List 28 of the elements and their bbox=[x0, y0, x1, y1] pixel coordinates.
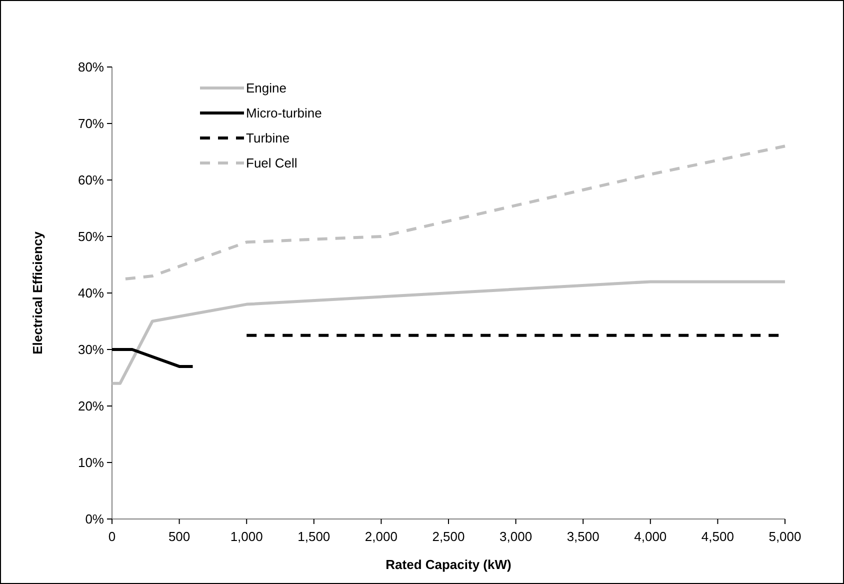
y-tick-label: 30% bbox=[78, 342, 104, 358]
legend-label: Micro-turbine bbox=[246, 106, 322, 121]
x-tick-label: 0 bbox=[108, 529, 116, 544]
legend-label: Turbine bbox=[246, 130, 290, 146]
y-tick-label: 50% bbox=[78, 229, 104, 244]
x-tick-label: 3,000 bbox=[500, 529, 532, 544]
x-tick-label: 1,500 bbox=[298, 529, 330, 544]
y-tick-label: 20% bbox=[78, 398, 104, 414]
y-tick-label: 10% bbox=[78, 455, 104, 470]
x-tick-label: 5,000 bbox=[768, 529, 802, 544]
legend-label: Fuel Cell bbox=[246, 156, 298, 171]
y-tick-label: 40% bbox=[78, 286, 104, 301]
y-tick-label: 60% bbox=[78, 172, 104, 188]
x-tick-label: 3,500 bbox=[566, 529, 600, 544]
x-tick-label: 500 bbox=[168, 529, 190, 544]
x-tick-label: 2,500 bbox=[432, 529, 465, 544]
line-series bbox=[124, 144, 786, 280]
x-tick-label: 1,000 bbox=[230, 529, 263, 544]
x-axis-title: Rated Capacity (kW) bbox=[386, 557, 512, 572]
x-tick-label: 4,500 bbox=[701, 529, 734, 544]
x-tick-label: 4,000 bbox=[634, 529, 667, 544]
legend-label: Engine bbox=[246, 80, 286, 96]
y-tick-label: 0% bbox=[85, 512, 104, 527]
y-tick-label: 70% bbox=[78, 116, 104, 132]
y-axis-title: Electrical Efficiency bbox=[30, 230, 45, 354]
y-tick-label: 80% bbox=[78, 60, 104, 75]
line-series bbox=[110, 280, 786, 385]
x-tick-label: 2,000 bbox=[364, 529, 398, 544]
